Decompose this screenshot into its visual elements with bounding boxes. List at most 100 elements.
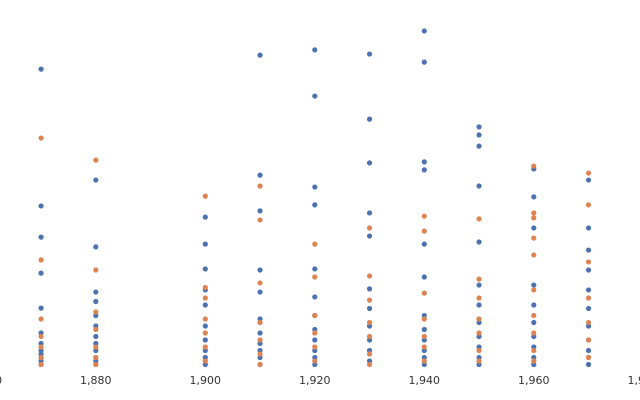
- point: [531, 319, 537, 326]
- point: [38, 66, 44, 72]
- point: [531, 312, 537, 319]
- point: [585, 247, 592, 253]
- point: [421, 167, 427, 173]
- point: [312, 184, 318, 190]
- point: [421, 344, 427, 350]
- point: [421, 228, 427, 234]
- point: [476, 276, 482, 282]
- point: [202, 337, 208, 343]
- point: [531, 210, 537, 216]
- point: [585, 267, 592, 273]
- point: [202, 316, 208, 322]
- point: [531, 215, 537, 221]
- point: [366, 160, 373, 166]
- point: [531, 194, 537, 200]
- x-tick-label: 1,980: [628, 374, 640, 387]
- point: [93, 244, 99, 250]
- point: [421, 316, 427, 322]
- point: [585, 354, 592, 361]
- point: [476, 124, 482, 130]
- point: [257, 319, 263, 326]
- point: [257, 172, 263, 178]
- point: [38, 333, 44, 340]
- point: [312, 274, 318, 280]
- point: [202, 302, 208, 308]
- point: [38, 354, 44, 361]
- point: [531, 282, 537, 288]
- point: [476, 302, 482, 308]
- point: [366, 297, 373, 303]
- point: [366, 319, 373, 326]
- point: [38, 203, 44, 209]
- point: [585, 295, 592, 301]
- point: [585, 361, 592, 368]
- point: [366, 286, 373, 292]
- point: [202, 330, 208, 336]
- point: [38, 316, 44, 322]
- point: [93, 333, 99, 340]
- point: [38, 344, 44, 350]
- point: [257, 289, 263, 295]
- point: [202, 214, 208, 220]
- point: [366, 233, 373, 239]
- x-tick-label: 1,920: [299, 374, 331, 387]
- point: [531, 330, 537, 336]
- point: [421, 241, 427, 247]
- point: [93, 309, 99, 315]
- point: [257, 208, 263, 214]
- point: [93, 326, 99, 333]
- point: [202, 284, 208, 291]
- point: [366, 210, 373, 216]
- point: [202, 193, 208, 199]
- point: [421, 290, 427, 296]
- point: [312, 337, 318, 343]
- point: [38, 361, 44, 368]
- point: [421, 358, 427, 364]
- point: [312, 358, 318, 364]
- point: [93, 354, 99, 361]
- point: [366, 361, 373, 368]
- point: [93, 267, 99, 273]
- point: [476, 330, 482, 336]
- point: [202, 323, 208, 329]
- point: [531, 252, 537, 258]
- point: [585, 319, 592, 326]
- point: [366, 305, 373, 312]
- point: [476, 282, 482, 288]
- point: [257, 351, 263, 357]
- point: [421, 213, 427, 219]
- point: [312, 266, 318, 272]
- point: [257, 330, 263, 336]
- point: [202, 241, 208, 247]
- point: [312, 312, 318, 319]
- point: [476, 143, 482, 149]
- point: [476, 132, 482, 138]
- point: [312, 241, 318, 247]
- point: [366, 351, 373, 357]
- point: [585, 177, 592, 183]
- point: [366, 225, 373, 231]
- point: [257, 280, 263, 286]
- point: [476, 216, 482, 222]
- point: [476, 183, 482, 189]
- point: [476, 316, 482, 322]
- point: [93, 177, 99, 183]
- point: [366, 273, 373, 279]
- point: [93, 361, 99, 368]
- point: [93, 289, 99, 295]
- point: [421, 159, 427, 165]
- point: [531, 287, 537, 293]
- point: [476, 347, 482, 354]
- point: [257, 267, 263, 273]
- point: [93, 298, 99, 305]
- point: [257, 337, 263, 343]
- point: [257, 361, 263, 368]
- point: [202, 295, 208, 301]
- point: [531, 302, 537, 308]
- point: [38, 305, 44, 311]
- point: [531, 358, 537, 364]
- point: [585, 347, 592, 354]
- point: [257, 52, 263, 58]
- point: [421, 28, 427, 34]
